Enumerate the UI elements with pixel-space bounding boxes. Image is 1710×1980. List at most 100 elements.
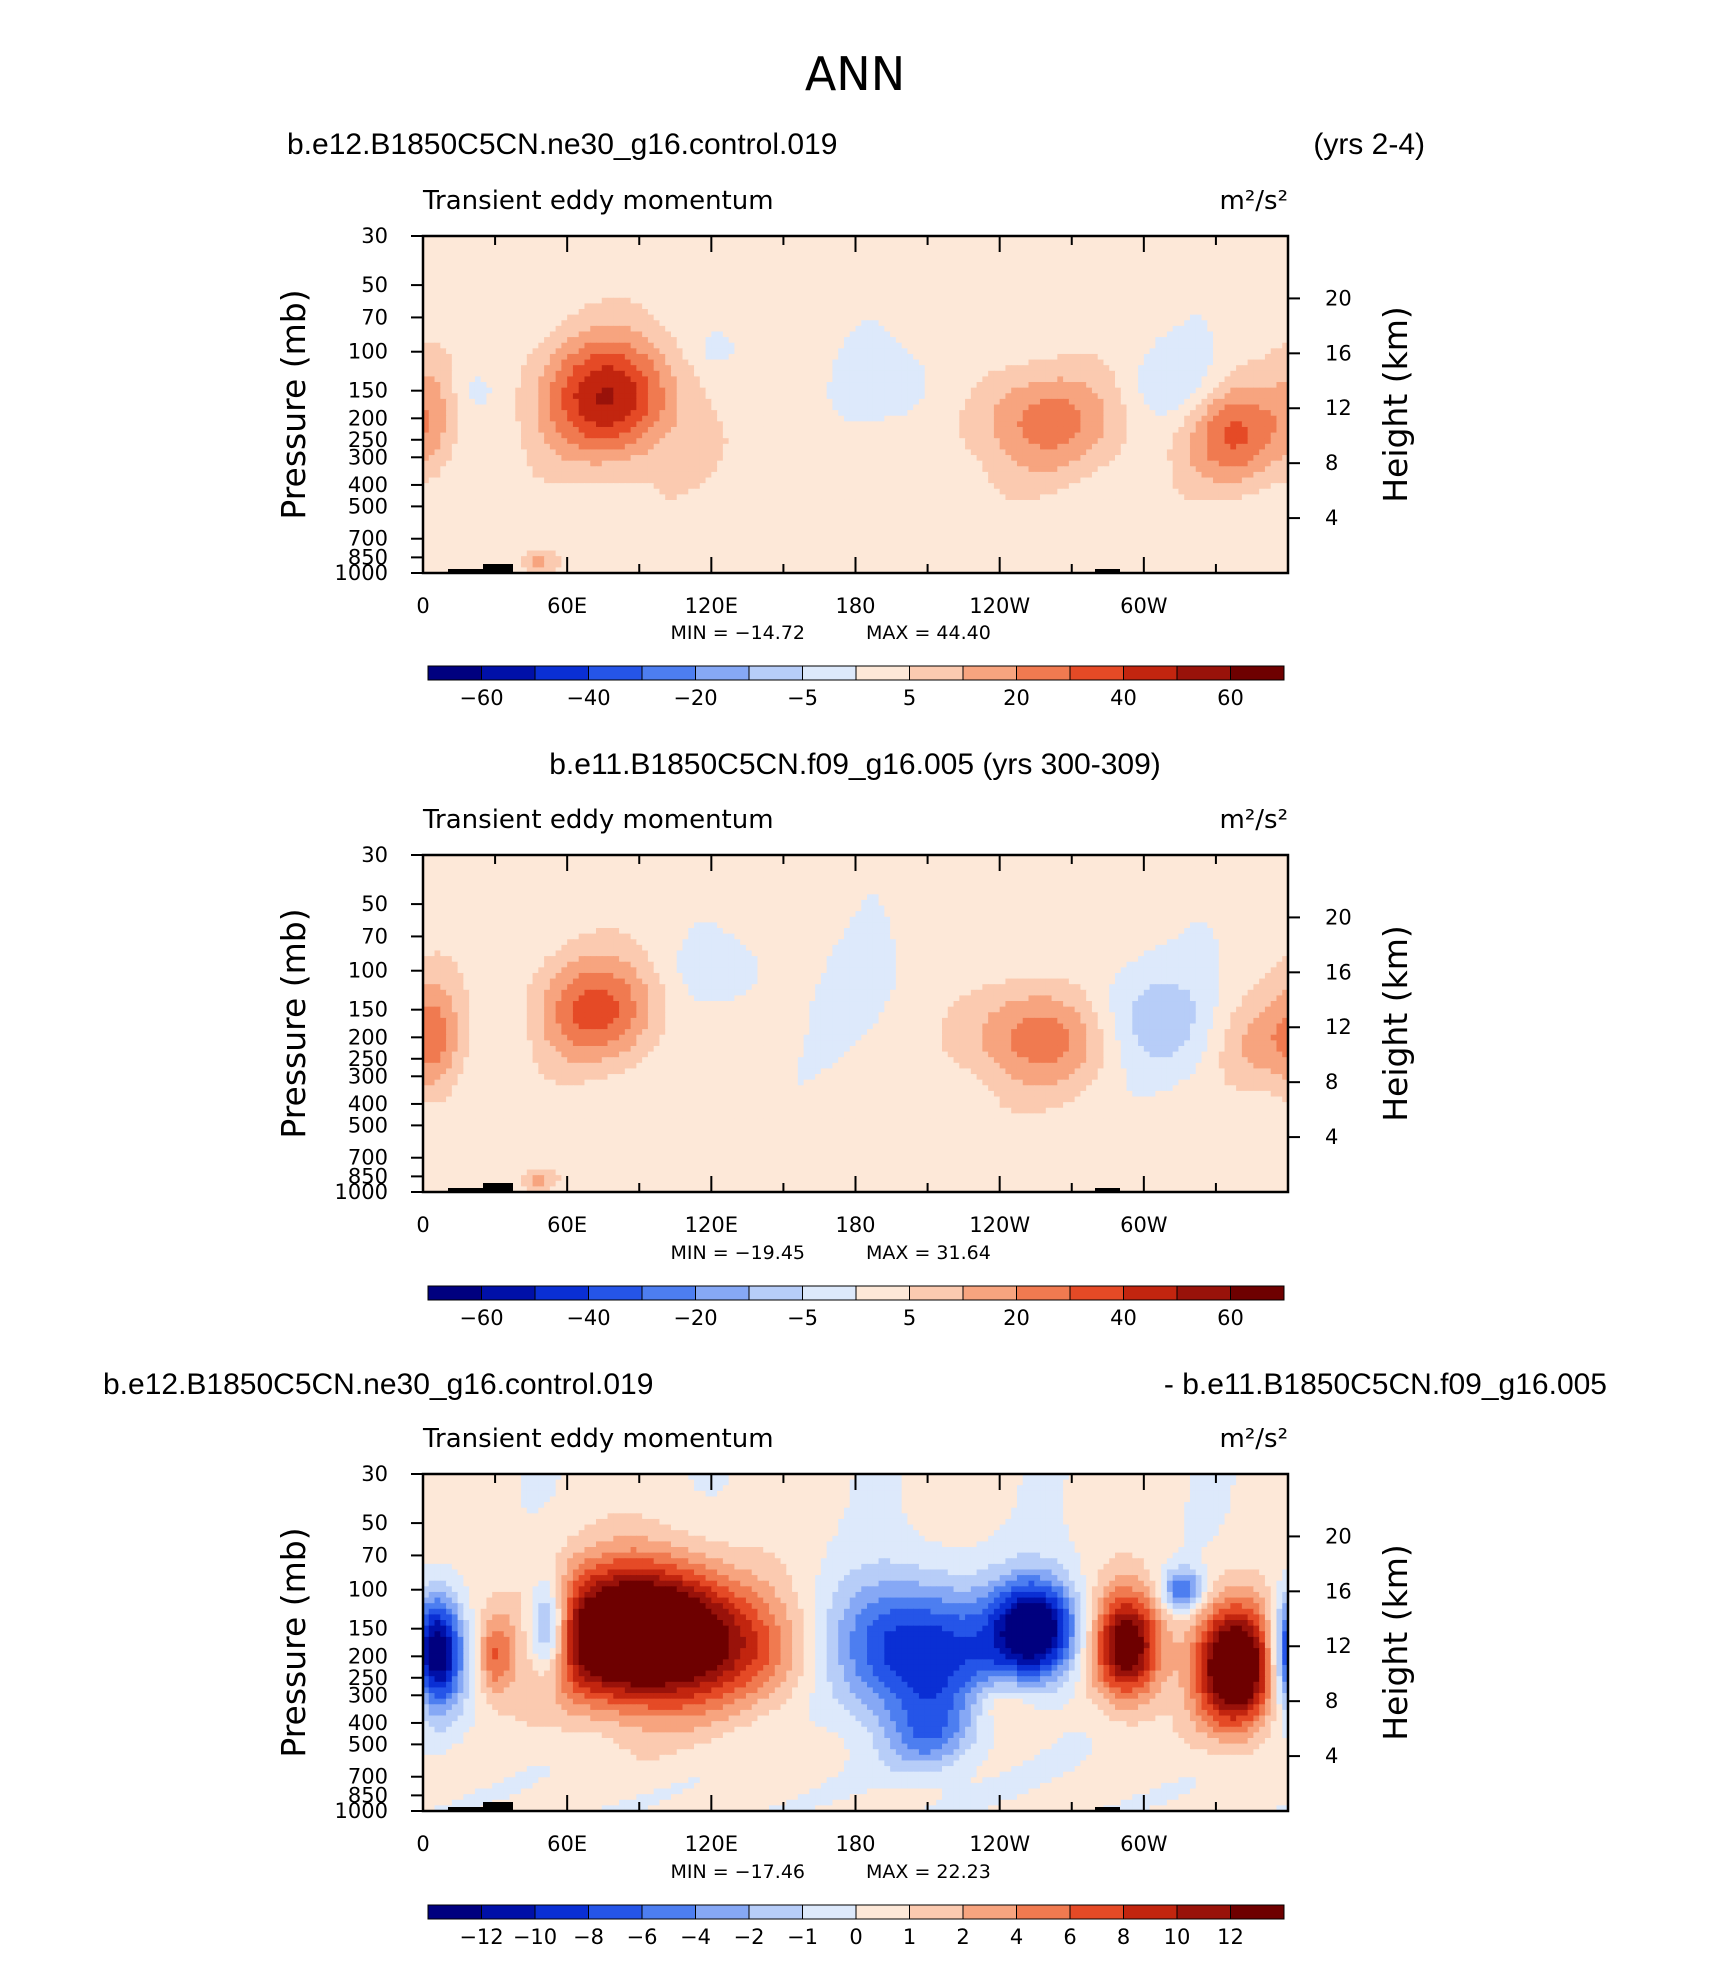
figure-title: ANN xyxy=(805,47,905,101)
colorbar-label: 12 xyxy=(1217,1925,1244,1949)
max-label: MAX = 31.64 xyxy=(866,1242,991,1264)
colorbar-swatch xyxy=(642,1286,696,1300)
p-tick-label: 50 xyxy=(361,1511,388,1535)
height-tick-label: 20 xyxy=(1325,905,1352,929)
p-tick-label: 30 xyxy=(361,843,388,867)
colorbar-swatch xyxy=(428,1286,482,1300)
colorbar-swatch xyxy=(803,1286,857,1300)
min-label: MIN = −19.45 xyxy=(670,1242,805,1264)
colorbar-swatch xyxy=(856,666,910,680)
colorbar-label: −6 xyxy=(627,1925,658,1949)
p-tick-label: 200 xyxy=(348,1025,388,1049)
colorbar-swatch xyxy=(1070,1905,1124,1919)
p-tick-label: 200 xyxy=(348,406,388,430)
colorbar-swatch xyxy=(803,666,857,680)
height-tick-label: 16 xyxy=(1325,341,1352,365)
colorbar-label: −12 xyxy=(459,1925,503,1949)
colorbar-swatch xyxy=(1177,666,1231,680)
height-tick-label: 12 xyxy=(1325,1634,1352,1658)
colorbar-swatch xyxy=(910,1905,964,1919)
p-tick-label: 70 xyxy=(361,924,388,948)
x-tick-label: 120W xyxy=(969,1213,1030,1237)
height-tick-label: 8 xyxy=(1325,1689,1338,1713)
x-tick-label: 60W xyxy=(1120,1213,1168,1237)
p-tick-label: 300 xyxy=(348,1064,388,1088)
colorbar-label: 6 xyxy=(1063,1925,1076,1949)
x-tick-label: 120W xyxy=(969,594,1030,618)
colorbar-swatch xyxy=(1017,1905,1071,1919)
y-axis-right-label: Height (km) xyxy=(1376,925,1415,1122)
p-tick-label: 100 xyxy=(348,340,388,364)
colorbar-swatch xyxy=(856,1905,910,1919)
colorbar-swatch xyxy=(1177,1286,1231,1300)
colorbar-label: −40 xyxy=(566,1306,610,1330)
colorbar-label: −20 xyxy=(673,1306,717,1330)
colorbar-swatch xyxy=(696,1286,750,1300)
colorbar-label: −10 xyxy=(513,1925,557,1949)
height-tick-label: 16 xyxy=(1325,960,1352,984)
colorbar-label: −4 xyxy=(680,1925,711,1949)
colorbar-label: 1 xyxy=(903,1925,916,1949)
y-axis-label: Pressure (mb) xyxy=(274,289,313,519)
x-tick-label: 0 xyxy=(416,1832,429,1856)
p-tick-label: 300 xyxy=(348,445,388,469)
colorbar-label: −8 xyxy=(573,1925,604,1949)
x-tick-label: 120E xyxy=(685,1832,738,1856)
p-tick-label: 100 xyxy=(348,959,388,983)
units-label: m²/s² xyxy=(1220,1424,1288,1454)
p-tick-label: 500 xyxy=(348,1113,388,1137)
topography xyxy=(483,564,513,573)
p-tick-label: 150 xyxy=(348,379,388,403)
colorbar-label: −5 xyxy=(787,1306,818,1330)
colorbar-swatch xyxy=(696,1905,750,1919)
heatmap-field xyxy=(423,855,1289,1193)
colorbar-swatch xyxy=(482,1286,536,1300)
colorbar-swatch xyxy=(1017,666,1071,680)
colorbar-swatch xyxy=(1017,1286,1071,1300)
colorbar-swatch xyxy=(1124,1286,1178,1300)
panel-3-header-right: - b.e11.B1850C5CN.f09_g16.005 xyxy=(1164,1368,1607,1401)
colorbar-swatch xyxy=(1177,1905,1231,1919)
heatmap-field xyxy=(423,236,1289,574)
plot-subtitle: Transient eddy momentum xyxy=(422,186,774,216)
height-tick-label: 8 xyxy=(1325,451,1338,475)
colorbar-swatch xyxy=(749,1286,803,1300)
max-label: MAX = 44.40 xyxy=(866,622,991,644)
x-tick-label: 60W xyxy=(1120,1832,1168,1856)
p-tick-label: 70 xyxy=(361,1543,388,1567)
y-axis-right-label: Height (km) xyxy=(1376,1544,1415,1741)
panel-2: Transient eddy momentum m²/s²0 60E 120E 180 1… xyxy=(274,805,1415,1330)
colorbar: −60 −40 −20 −5 5 20 40 60 xyxy=(428,1286,1284,1330)
plot-subtitle: Transient eddy momentum xyxy=(422,1424,774,1454)
units-label: m²/s² xyxy=(1220,186,1288,216)
min-label: MIN = −14.72 xyxy=(670,622,805,644)
colorbar-swatch xyxy=(482,666,536,680)
height-tick-label: 12 xyxy=(1325,396,1352,420)
max-label: MAX = 22.23 xyxy=(866,1861,991,1883)
colorbar-label: 40 xyxy=(1110,686,1137,710)
min-label: MIN = −17.46 xyxy=(670,1861,805,1883)
colorbar-swatch xyxy=(642,1905,696,1919)
panel-1-header-left: b.e12.B1850C5CN.ne30_g16.control.019 xyxy=(287,128,837,161)
p-tick-label: 70 xyxy=(361,305,388,329)
x-tick-label: 180 xyxy=(835,1213,875,1237)
colorbar-swatch xyxy=(535,666,589,680)
colorbar-label: −40 xyxy=(566,686,610,710)
y-axis-label: Pressure (mb) xyxy=(274,908,313,1138)
colorbar-swatch xyxy=(963,666,1017,680)
colorbar-label: −20 xyxy=(673,686,717,710)
p-tick-label: 1000 xyxy=(335,561,388,585)
colorbar-swatch xyxy=(696,666,750,680)
p-tick-label: 150 xyxy=(348,998,388,1022)
x-tick-label: 120W xyxy=(969,1832,1030,1856)
units-label: m²/s² xyxy=(1220,805,1288,835)
colorbar-label: 2 xyxy=(956,1925,969,1949)
colorbar-label: 5 xyxy=(903,1306,916,1330)
p-tick-label: 400 xyxy=(348,473,388,497)
figure-canvas: ANN b.e12.B1850C5CN.ne30_g16.control.019… xyxy=(0,0,1710,1980)
colorbar-swatch xyxy=(428,666,482,680)
colorbar-swatch xyxy=(1070,666,1124,680)
colorbar-label: 0 xyxy=(849,1925,862,1949)
p-tick-label: 500 xyxy=(348,1732,388,1756)
colorbar-swatch xyxy=(482,1905,536,1919)
